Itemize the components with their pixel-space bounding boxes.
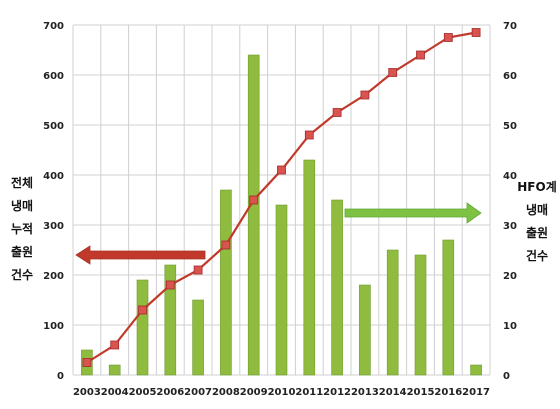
bar-2004 (108, 364, 121, 376)
x-tick-label: 2007 (184, 387, 212, 398)
bar-2006 (164, 264, 177, 376)
arrow-left (75, 245, 206, 265)
x-tick-label: 2012 (323, 387, 351, 398)
line-marker-2014 (388, 68, 398, 77)
x-tick-label: 2014 (379, 387, 407, 398)
bar-2014 (386, 249, 399, 376)
line-marker-2012 (332, 108, 342, 117)
x-tick-label: 2005 (129, 387, 157, 398)
left-axis-ticks: 0 100 200 300 400 500 600 700 (43, 21, 64, 382)
left-tick-label: 200 (43, 271, 64, 282)
right-axis-label-line: HFO계 (517, 179, 556, 194)
bar-2009 (247, 54, 260, 376)
left-tick-label: 100 (43, 321, 64, 332)
bar-2010 (275, 204, 288, 376)
right-tick-label: 60 (503, 71, 517, 82)
right-axis-label-line: 출원 (526, 225, 548, 240)
x-tick-label: 2015 (407, 387, 435, 398)
left-axis-label-line: 누적 (11, 221, 33, 236)
line-marker-2017 (471, 28, 481, 37)
line-marker-2010 (277, 165, 286, 175)
x-tick-label: 2011 (295, 387, 323, 398)
line-marker-2011 (304, 130, 314, 140)
left-tick-label: 600 (43, 71, 64, 82)
left-axis-label-line: 전체 (11, 175, 33, 190)
line-marker-2009 (249, 195, 259, 205)
left-tick-label: 400 (43, 171, 64, 182)
right-axis-label-line: 건수 (526, 248, 548, 263)
left-axis-label-line: 건수 (11, 267, 33, 282)
right-tick-label: 0 (503, 371, 510, 382)
bar-2005 (136, 279, 149, 376)
x-axis-ticks: 2003 2004 2005 2006 2007 2008 2009 2010 2011 2012… (73, 387, 490, 398)
line-marker-2015 (416, 50, 425, 60)
line-marker-2007 (193, 265, 203, 275)
left-axis-label-line: 출원 (11, 244, 33, 259)
right-axis-label-line: 냉매 (526, 202, 548, 217)
bar-2017 (470, 364, 482, 376)
bars (81, 54, 482, 376)
line-marker-2016 (443, 33, 453, 42)
right-axis-ticks: 0 10 20 30 40 50 60 70 (503, 21, 517, 382)
x-tick-label: 2013 (351, 387, 379, 398)
left-tick-label: 300 (43, 221, 64, 232)
right-tick-label: 70 (503, 21, 517, 32)
bar-2013 (359, 284, 371, 376)
x-tick-label: 2008 (212, 387, 240, 398)
line-marker-2006 (165, 280, 175, 290)
cumulative-line (82, 28, 481, 367)
x-tick-label: 2004 (101, 387, 129, 398)
left-tick-label: 0 (57, 371, 64, 382)
x-tick-label: 2006 (156, 387, 184, 398)
x-tick-label: 2009 (240, 387, 268, 398)
bar-2015 (414, 254, 427, 376)
x-tick-label: 2003 (73, 387, 101, 398)
left-axis-label-line: 냉매 (11, 198, 33, 213)
grid (72, 24, 491, 376)
bar-2007 (192, 299, 204, 376)
right-tick-label: 50 (503, 121, 517, 132)
x-tick-label: 2016 (434, 387, 462, 398)
line-marker-2005 (138, 305, 147, 315)
bar-2008 (220, 189, 232, 376)
bar-2011 (303, 159, 316, 376)
annotation-arrows (75, 202, 482, 265)
line-marker-2004 (110, 340, 120, 350)
bar-2012 (331, 199, 343, 376)
left-tick-label: 700 (43, 21, 64, 32)
bar-2016 (442, 239, 455, 376)
line-marker-2003 (82, 358, 92, 367)
right-tick-label: 10 (503, 321, 517, 332)
line-marker-2008 (221, 240, 231, 250)
x-tick-label: 2010 (268, 387, 296, 398)
right-tick-label: 40 (503, 171, 517, 182)
left-tick-label: 500 (43, 121, 64, 132)
line-marker-2013 (360, 90, 370, 100)
right-tick-label: 30 (503, 221, 517, 232)
right-tick-label: 20 (503, 271, 517, 282)
arrow-right (344, 202, 482, 224)
x-tick-label: 2017 (462, 387, 490, 398)
